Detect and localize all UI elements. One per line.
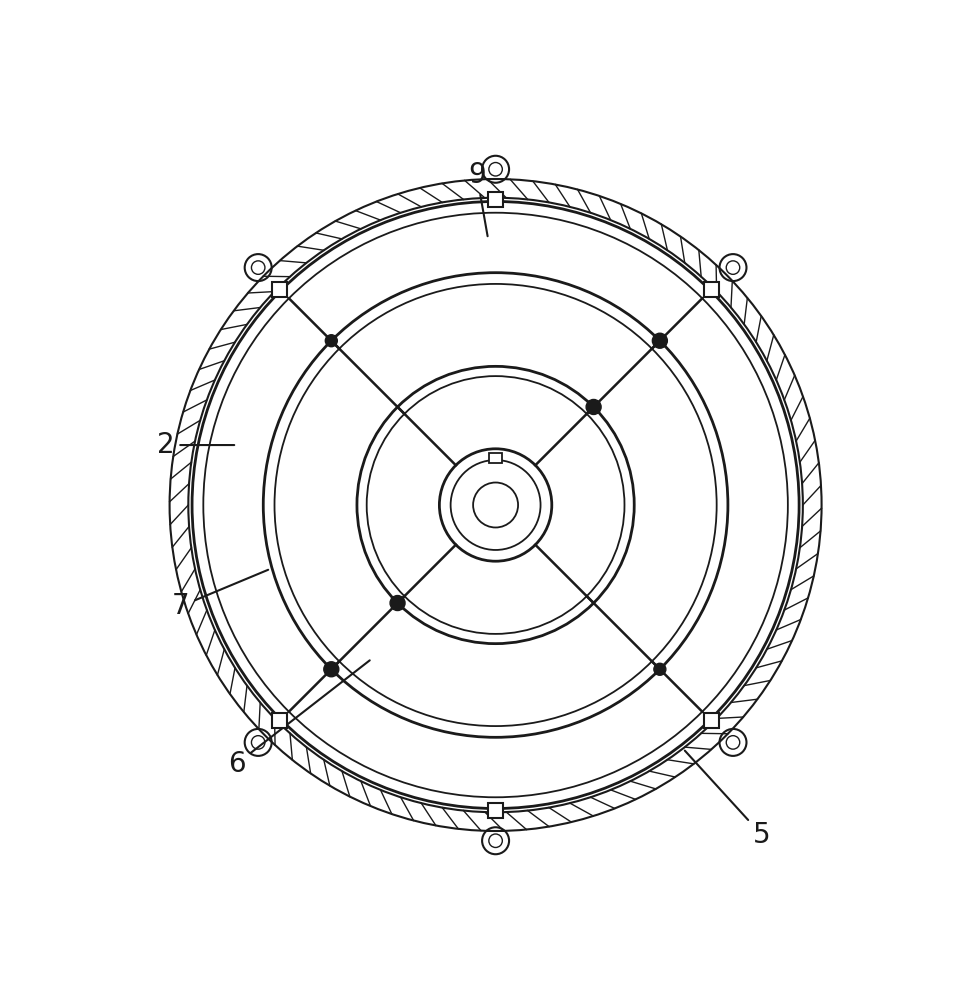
Bar	[489, 453, 502, 463]
Bar	[704, 713, 719, 728]
Circle shape	[654, 663, 666, 675]
Bar	[272, 282, 287, 297]
Circle shape	[324, 662, 338, 677]
Bar	[488, 192, 503, 207]
Circle shape	[586, 399, 601, 414]
Text: 5: 5	[685, 751, 771, 849]
Bar	[488, 803, 503, 818]
Text: 2: 2	[157, 431, 234, 459]
Text: 9: 9	[468, 161, 487, 236]
Circle shape	[390, 596, 405, 611]
Bar	[704, 282, 719, 297]
Text: 7: 7	[172, 570, 268, 620]
Bar	[272, 713, 287, 728]
Circle shape	[325, 335, 337, 347]
Text: 6: 6	[228, 660, 369, 778]
Circle shape	[653, 333, 667, 348]
